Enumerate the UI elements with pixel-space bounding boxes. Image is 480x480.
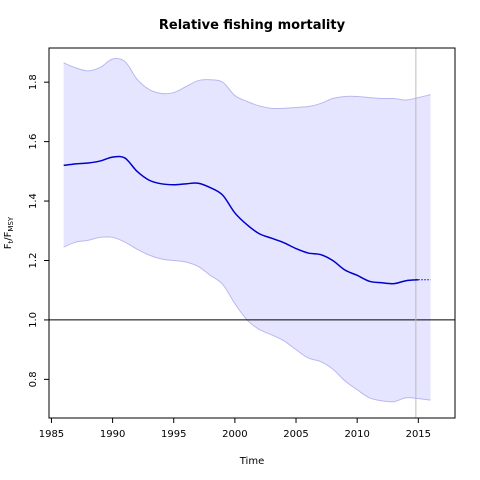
- y-label-main: F: [3, 243, 14, 249]
- y-tick-label: 0.8: [28, 371, 39, 387]
- confidence-band: [63, 58, 431, 402]
- y-tick-label: 1.4: [28, 193, 39, 209]
- chart-title: Relative fishing mortality: [159, 18, 346, 33]
- x-axis-label: Time: [239, 456, 264, 467]
- x-tick-label: 2010: [344, 429, 369, 440]
- plot-area: [49, 48, 455, 418]
- x-tick-label: 2005: [283, 429, 308, 440]
- y-tick-label: 1.0: [28, 312, 39, 328]
- plot-frame: [48, 47, 456, 419]
- x-tick-label: 2015: [406, 429, 431, 440]
- upper-bound-line: [63, 57, 431, 110]
- y-axis-label: Ft/FMSY: [3, 216, 15, 249]
- x-tick-label: 1995: [161, 429, 186, 440]
- estimate-line: [63, 155, 419, 285]
- y-tick-label: 1.8: [28, 74, 39, 90]
- y-label-sub2: MSY: [7, 216, 15, 231]
- y-label-sep: /F: [3, 231, 14, 240]
- y-tick-label: 1.6: [28, 134, 39, 150]
- axes: 1985 1990 1995 2000 2005 2010 2015 0.8 1.0 1.2 1.4…: [28, 47, 456, 440]
- x-tick-label: 2000: [222, 429, 247, 440]
- x-tick-label: 1985: [39, 429, 64, 440]
- x-tick-label: 1990: [100, 429, 125, 440]
- y-tick-label: 1.2: [28, 253, 39, 269]
- y-label-sub1: t: [7, 240, 15, 243]
